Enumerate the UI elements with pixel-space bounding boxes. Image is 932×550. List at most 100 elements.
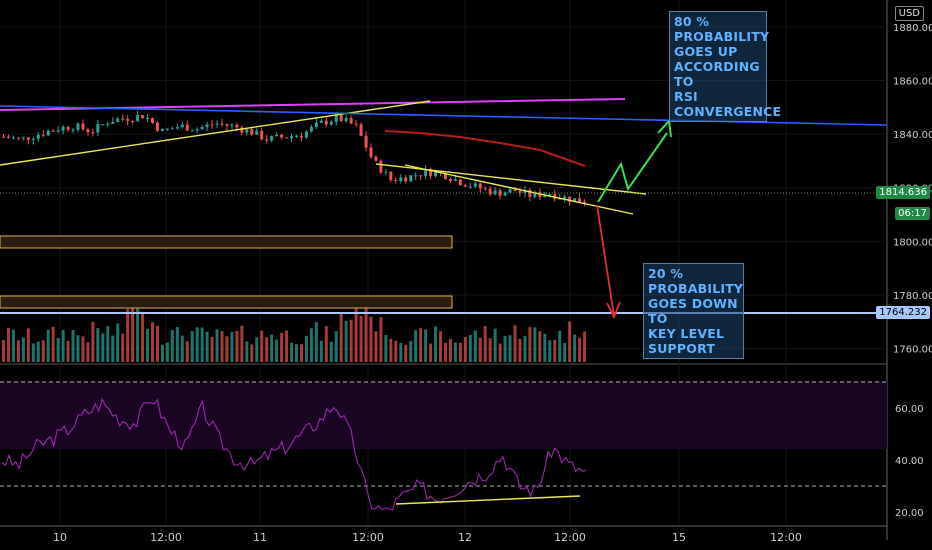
volume-bar xyxy=(6,327,10,362)
volume-bar xyxy=(91,321,95,362)
candle-body xyxy=(314,122,318,127)
x-tick-label: 11 xyxy=(253,531,267,544)
volume-bars xyxy=(2,298,587,362)
volume-bar xyxy=(71,330,75,362)
volume-bar xyxy=(568,321,572,362)
volume-bar xyxy=(61,330,65,362)
volume-bar xyxy=(478,337,482,362)
candle-body xyxy=(384,171,388,173)
y-tick-label: 1880.000 xyxy=(893,23,932,34)
volume-bar xyxy=(260,330,264,362)
volume-bar xyxy=(533,327,537,362)
volume-bar xyxy=(86,342,90,362)
zone-box xyxy=(0,295,453,309)
candle-body xyxy=(304,131,308,138)
candle-body xyxy=(56,130,60,132)
volume-bar xyxy=(548,340,552,362)
candle-body xyxy=(394,179,398,181)
volume-bar xyxy=(314,322,318,362)
candle-body xyxy=(165,128,169,130)
volume-bar xyxy=(399,343,403,362)
volume-bar xyxy=(369,316,373,362)
up-note-line: PROBABILITY xyxy=(674,29,770,44)
down-probability-note[interactable]: 20 % PROBABILITY GOES DOWN TO KEY LEVEL … xyxy=(643,263,744,359)
volume-bar xyxy=(543,333,547,362)
candle-body xyxy=(290,136,294,138)
drawings xyxy=(0,98,888,320)
candle-body xyxy=(141,115,145,119)
candle-body xyxy=(31,138,35,140)
candle-body xyxy=(498,190,502,196)
candle-body xyxy=(76,123,80,130)
volume-bar xyxy=(160,344,164,362)
rsi-panel xyxy=(0,381,887,511)
volume-bar xyxy=(56,338,60,362)
candle-body xyxy=(414,175,418,177)
up-probability-note[interactable]: 80 % PROBABILITY GOES UP ACCORDING TO RS… xyxy=(669,11,781,122)
volume-bar xyxy=(429,343,433,362)
candle-body xyxy=(468,186,472,188)
candle-body xyxy=(409,175,413,182)
volume-bar xyxy=(354,308,358,362)
candle-body xyxy=(458,179,462,186)
x-tick-label: 12:00 xyxy=(150,531,182,544)
candle-body xyxy=(111,121,115,124)
candle-body xyxy=(528,189,532,197)
rsi-band-fill xyxy=(0,381,887,449)
volume-bar xyxy=(379,317,383,362)
volume-bar xyxy=(334,331,338,362)
volume-bar xyxy=(245,341,249,362)
candle-body xyxy=(329,121,333,125)
candle-body xyxy=(86,129,90,133)
volume-bar xyxy=(359,315,363,362)
volume-bar xyxy=(121,333,125,362)
candle-body xyxy=(548,194,552,196)
volume-bar xyxy=(131,300,135,362)
volume-bar xyxy=(578,337,582,362)
candle-body xyxy=(503,192,507,196)
up-note-line: 80 % xyxy=(674,14,710,29)
volume-bar xyxy=(200,327,204,362)
x-tick-label: 12:00 xyxy=(352,531,384,544)
candle-body xyxy=(299,135,303,138)
candle-body xyxy=(538,192,542,198)
axes: 1880.0001860.0001840.0001820.0001800.000… xyxy=(53,23,932,544)
volume-bar xyxy=(453,342,457,362)
candle-body xyxy=(131,120,135,122)
candle-body xyxy=(443,173,447,180)
candle-body xyxy=(230,124,234,126)
candle-body xyxy=(280,134,284,138)
volume-bar xyxy=(2,340,5,362)
candle-body xyxy=(553,194,557,199)
candle-body xyxy=(563,196,567,199)
candle-body xyxy=(91,132,95,134)
trend-line xyxy=(0,100,431,166)
volume-bar xyxy=(404,344,408,362)
candle-body xyxy=(6,136,10,138)
candle-body xyxy=(160,128,164,131)
volume-bar xyxy=(155,325,159,362)
volume-bar xyxy=(538,331,542,362)
volume-bar xyxy=(299,344,303,362)
candle-body xyxy=(101,124,105,126)
volume-bar xyxy=(280,332,284,362)
candle-body xyxy=(354,123,358,125)
candle-body xyxy=(424,168,428,176)
volume-bar xyxy=(180,335,184,362)
candle-body xyxy=(16,137,20,139)
volume-bar xyxy=(384,334,388,362)
volume-bar xyxy=(414,330,418,362)
volume-bar xyxy=(295,344,298,362)
volume-bar xyxy=(215,329,219,362)
down-arrow-head xyxy=(606,301,621,320)
down-arrow-path xyxy=(596,204,615,317)
candle-body xyxy=(493,190,497,195)
down-note-line: GOES DOWN TO xyxy=(648,296,738,326)
candle-body xyxy=(61,126,65,131)
currency-badge[interactable]: USD xyxy=(894,6,924,21)
candle-body xyxy=(583,202,587,204)
candle-body xyxy=(150,117,154,123)
candle-body xyxy=(339,115,343,122)
down-note-line: 20 % xyxy=(648,266,684,281)
